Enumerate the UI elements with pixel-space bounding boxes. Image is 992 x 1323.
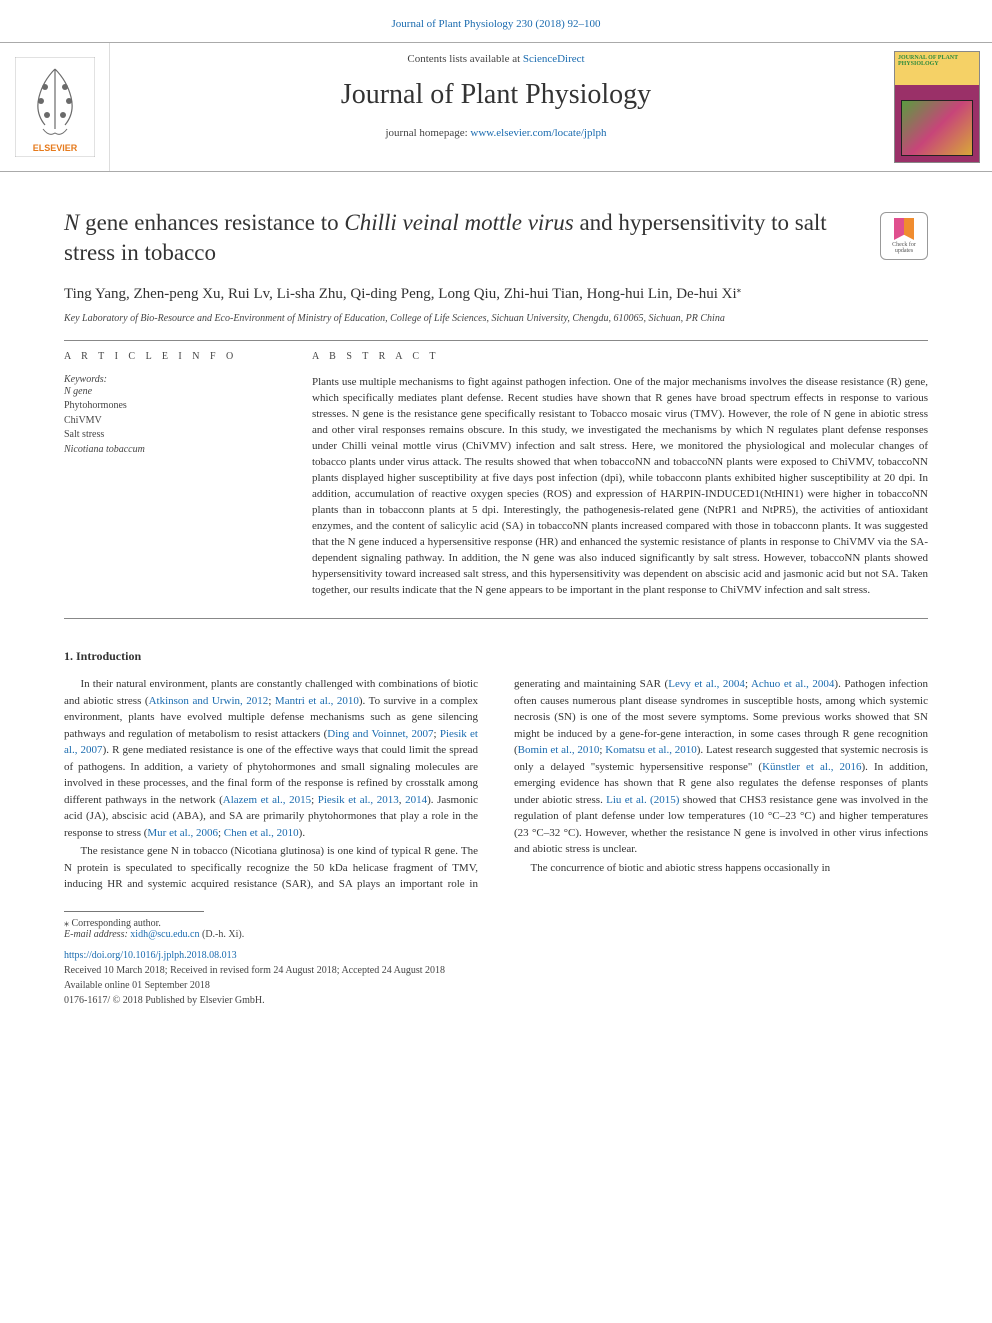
- citation-link[interactable]: Achuo et al., 2004: [751, 678, 834, 690]
- dates-line: Received 10 March 2018; Received in revi…: [64, 965, 928, 976]
- running-header: Journal of Plant Physiology 230 (2018) 9…: [0, 0, 992, 42]
- email-line: E-mail address: xidh@scu.edu.cn (D.-h. X…: [64, 929, 928, 940]
- article-info-label: A R T I C L E I N F O: [64, 351, 276, 362]
- corresponding-mark: ⁎: [737, 284, 742, 294]
- article-title: N gene enhances resistance to Chilli vei…: [64, 208, 864, 268]
- citation-link[interactable]: 2014: [405, 794, 427, 806]
- citation-link[interactable]: Atkinson and Urwin, 2012: [149, 695, 269, 707]
- keyword-item: N gene: [64, 385, 276, 400]
- journal-homepage-link[interactable]: www.elsevier.com/locate/jplph: [470, 127, 606, 139]
- cover-title: JOURNAL OF PLANT PHYSIOLOGY: [898, 55, 976, 67]
- keyword-item: Phytohormones: [64, 399, 276, 414]
- contents-list-line: Contents lists available at ScienceDirec…: [110, 53, 882, 65]
- copyright-line: 0176-1617/ © 2018 Published by Elsevier …: [64, 995, 928, 1006]
- citation-link[interactable]: Mantri et al., 2010: [275, 695, 359, 707]
- introduction-heading: 1. Introduction: [64, 649, 928, 664]
- article-footer: ⁎ Corresponding author. E-mail address: …: [0, 893, 992, 1026]
- citation-link[interactable]: Ding and Voinnet, 2007: [327, 728, 433, 740]
- abstract-text: Plants use multiple mechanisms to fight …: [312, 374, 928, 599]
- citation-link[interactable]: Piesik et al., 2013: [318, 794, 399, 806]
- citation-link[interactable]: Chen et al., 2010: [224, 827, 299, 839]
- keyword-item: Nicotiana tobaccum: [64, 443, 276, 458]
- citation-link[interactable]: Mur et al., 2006: [147, 827, 218, 839]
- header-center: Contents lists available at ScienceDirec…: [110, 43, 882, 171]
- journal-homepage-line: journal homepage: www.elsevier.com/locat…: [110, 127, 882, 139]
- citation-link[interactable]: Künstler et al., 2016: [762, 761, 861, 773]
- keywords-header: Keywords:: [64, 374, 276, 385]
- online-line: Available online 01 September 2018: [64, 980, 928, 991]
- keyword-list: N gene Phytohormones ChiVMV Salt stress …: [64, 385, 276, 458]
- citation-link[interactable]: Alazem et al., 2015: [223, 794, 311, 806]
- keyword-item: Salt stress: [64, 428, 276, 443]
- author-list: Ting Yang, Zhen-peng Xu, Rui Lv, Li-sha …: [64, 284, 928, 303]
- running-header-link[interactable]: Journal of Plant Physiology 230 (2018) 9…: [392, 18, 601, 30]
- journal-title: Journal of Plant Physiology: [110, 79, 882, 111]
- doi-link[interactable]: https://doi.org/10.1016/j.jplph.2018.08.…: [64, 950, 237, 961]
- introduction-body: In their natural environment, plants are…: [64, 676, 928, 893]
- sciencedirect-link[interactable]: ScienceDirect: [523, 53, 585, 65]
- bookmark-icon: [894, 218, 914, 240]
- citation-link[interactable]: Levy et al., 2004: [668, 678, 745, 690]
- elsevier-tree-icon: ELSEVIER: [15, 57, 95, 157]
- citation-link[interactable]: Komatsu et al., 2010: [605, 744, 696, 756]
- affiliation: Key Laboratory of Bio-Resource and Eco-E…: [64, 313, 928, 324]
- journal-header-band: ELSEVIER Contents lists available at Sci…: [0, 42, 992, 172]
- intro-paragraph: In their natural environment, plants are…: [64, 676, 478, 841]
- cover-image-placeholder: [901, 100, 973, 156]
- abstract-label: A B S T R A C T: [312, 351, 928, 362]
- email-link[interactable]: xidh@scu.edu.cn: [130, 929, 199, 940]
- divider: [64, 618, 928, 619]
- publisher-label: ELSEVIER: [32, 143, 77, 153]
- keyword-item: ChiVMV: [64, 414, 276, 429]
- citation-link[interactable]: Liu et al. (2015): [606, 794, 679, 806]
- citation-link[interactable]: Bomin et al., 2010: [518, 744, 600, 756]
- publisher-logo: ELSEVIER: [0, 43, 110, 171]
- check-updates-label: Check forupdates: [892, 242, 916, 254]
- intro-paragraph: The concurrence of biotic and abiotic st…: [514, 860, 928, 877]
- check-for-updates-badge[interactable]: Check forupdates: [880, 212, 928, 260]
- divider: [64, 340, 928, 341]
- journal-cover: JOURNAL OF PLANT PHYSIOLOGY: [882, 43, 992, 171]
- corresponding-author-note: ⁎ Corresponding author.: [64, 918, 928, 929]
